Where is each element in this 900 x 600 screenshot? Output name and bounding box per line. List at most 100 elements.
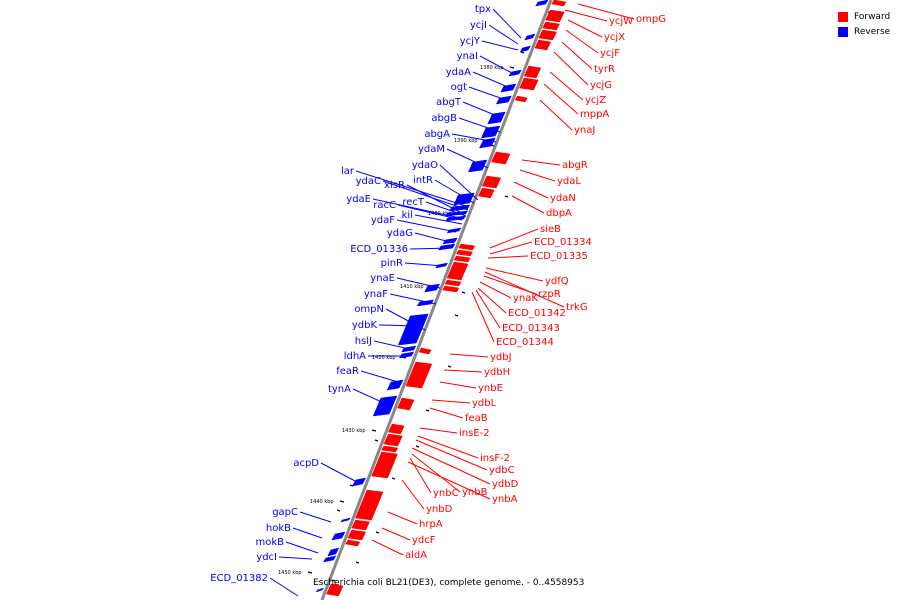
tick-mark [339, 500, 345, 503]
gene-label-intr: intR [413, 175, 433, 186]
gene-label-ydci: ydcI [256, 552, 277, 563]
gene-label-ycjy: ycjY [460, 36, 481, 47]
gene-label-ydae: ydaE [346, 194, 371, 205]
reverse-gene-block [524, 33, 536, 41]
leader-line [415, 439, 488, 471]
leader-line [439, 164, 479, 201]
leader-line [414, 232, 455, 244]
gene-label-ycji: ycjI [470, 20, 487, 31]
forward-gene-block [381, 445, 399, 453]
gene-label-ynbd: ynbD [426, 504, 453, 515]
gene-label-trkg: trkG [566, 302, 588, 313]
gene-label-ecd-01334: ECD_01334 [534, 237, 592, 248]
forward-gene-block [383, 433, 403, 447]
gene-label-tyna: tynA [328, 384, 351, 395]
reverse-gene-block [446, 227, 462, 234]
tick-label: 1420 kbp [372, 355, 396, 361]
tick-mark [461, 291, 466, 294]
gene-label-ecd-01382: ECD_01382 [210, 573, 268, 584]
gene-label-hokb: hokB [266, 523, 291, 534]
gene-label-ydam: ydaM [418, 144, 445, 155]
leader-line [401, 479, 425, 510]
reverse-gene-block [372, 395, 398, 417]
reverse-gene-block [438, 243, 456, 251]
forward-gene-block [478, 187, 495, 199]
gene-label-ynbc: ynbC [433, 488, 459, 499]
gene-label-kil: kil [402, 210, 413, 221]
gene-label-ompg: ompG [636, 14, 666, 25]
gene-label-acpd: acpD [293, 458, 319, 469]
reverse-gene-block [398, 351, 415, 359]
reverse-gene-block [487, 111, 506, 125]
leader-line [285, 541, 319, 554]
leader-line [409, 247, 453, 250]
gene-label-ydbc: ydbC [489, 465, 515, 476]
tick-mark [454, 314, 459, 317]
leader-line [355, 170, 467, 207]
forward-gene-block [542, 21, 560, 31]
tick-mark [375, 531, 380, 534]
gene-label-ydag: ydaG [387, 228, 413, 239]
tick-mark [331, 579, 336, 582]
forward-gene-block [446, 261, 469, 281]
forward-gene-block [418, 347, 432, 355]
leader-line [396, 277, 441, 289]
gene-label-insf-2: insF-2 [480, 453, 510, 464]
leader-line [553, 51, 589, 86]
gene-label-ldha: ldhA [344, 351, 366, 362]
reverse-gene-block [479, 137, 496, 149]
leader-line [431, 399, 471, 404]
gene-label-ycjf: ycjF [600, 48, 620, 59]
leader-line [382, 180, 469, 211]
leader-line [539, 99, 573, 131]
gene-label-abga: abgA [424, 129, 450, 140]
gene-label-ycjx: ycjX [604, 32, 625, 43]
leader-line [479, 281, 512, 299]
leader-line [371, 539, 404, 556]
legend-item-reverse: Reverse [838, 24, 890, 39]
leader-line [411, 453, 461, 493]
leader-line [484, 271, 565, 308]
leader-line [292, 527, 323, 539]
gene-label-ydal: ydaL [557, 176, 581, 187]
leader-line [561, 41, 593, 70]
leader-line [419, 427, 458, 434]
tick-mark [520, 51, 525, 54]
gene-label-tyrr: tyrR [594, 64, 615, 75]
tick-mark [504, 195, 509, 198]
leader-line [521, 159, 561, 166]
gene-label-mppa: mppA [580, 109, 609, 120]
gene-label-ecd-01336: ECD_01336 [350, 244, 408, 255]
leader-line [468, 86, 507, 101]
leader-line [488, 24, 519, 45]
gene-label-ydaf: ydaF [371, 215, 395, 226]
leader-line [477, 287, 507, 314]
genome-caption: Escherichia coli BL21(DE3), complete gen… [313, 578, 585, 588]
gene-label-ecd-01335: ECD_01335 [530, 251, 588, 262]
leader-line [565, 29, 599, 54]
gene-label-rzpr: rzpR [538, 289, 561, 300]
forward-gene-block [397, 397, 415, 411]
gene-label-ogt: ogt [451, 82, 467, 93]
tick-mark [355, 561, 360, 564]
gene-label-racc: racC [373, 200, 396, 211]
leader-line [411, 447, 491, 485]
tick-label: 1390 kbp [454, 138, 478, 144]
leader-line [458, 117, 501, 133]
tick-mark [336, 509, 341, 512]
forward-gene-block [551, 0, 567, 7]
leader-line [320, 462, 358, 483]
forward-gene-block [458, 243, 476, 251]
gene-label-ydbk: ydbK [352, 320, 378, 331]
gene-label-hrpa: hrpA [419, 519, 443, 530]
leader-line [577, 3, 635, 20]
forward-gene-block [514, 95, 528, 103]
forward-gene-block [523, 65, 542, 79]
forward-gene-block [455, 249, 474, 257]
legend-label-reverse: Reverse [854, 26, 891, 37]
forward-gene-block [388, 423, 405, 435]
tick-label: 1380 kbp [480, 65, 504, 71]
gene-label-ynbe: ynbE [478, 383, 503, 394]
leader-line [417, 435, 479, 459]
